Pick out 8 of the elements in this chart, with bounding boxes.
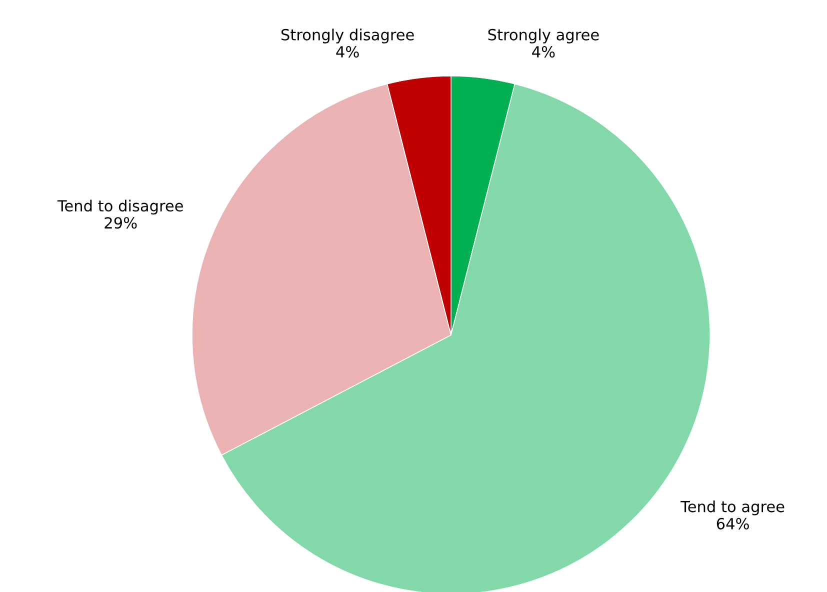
slice-label: Tend to disagree — [57, 200, 183, 215]
slice-label: Tend to agree — [680, 500, 784, 516]
data-label: 64% — [716, 518, 749, 530]
data-label: 4% — [336, 46, 359, 58]
slice-label: Strongly agree — [488, 28, 599, 44]
slice-label: Strongly disagree — [281, 28, 414, 44]
data-label: 4% — [532, 46, 555, 58]
data-label: 29% — [104, 217, 137, 229]
